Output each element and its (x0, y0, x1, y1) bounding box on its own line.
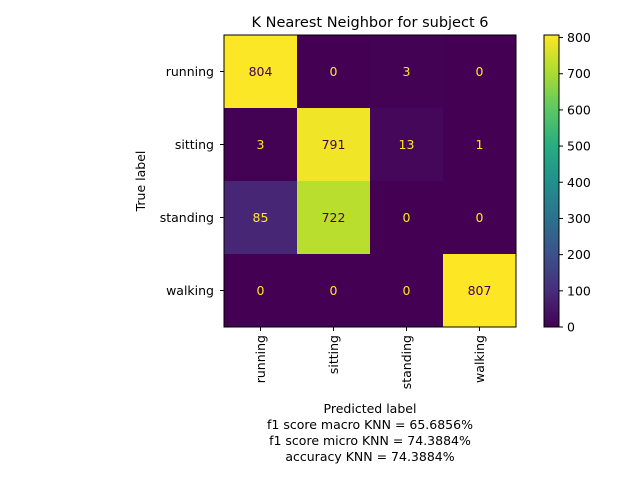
cell-value-label: 804 (249, 64, 273, 79)
heatmap-cell (224, 181, 298, 255)
colorbar-ticks: 0 100 200 300 400 500 600 700 800 (559, 30, 591, 335)
heatmap-cell (443, 254, 517, 328)
heatmap-cell (224, 35, 298, 109)
colorbar-tick-label: 0 (567, 320, 575, 335)
heatmap-cell (443, 108, 517, 182)
heatmap-cell (370, 254, 444, 328)
heatmap-cell (297, 181, 371, 255)
x-axis-ticks: running sitting standing walking (253, 327, 487, 389)
cell-value-labels: 804 0 3 0 3 791 13 1 85 722 0 0 0 0 0 807 (249, 64, 492, 298)
heatmap-cells (224, 35, 517, 328)
cell-value-label: 0 (476, 210, 484, 225)
colorbar-tick-label: 200 (567, 247, 591, 262)
colorbar (543, 34, 560, 328)
x-axis-label: Predicted label (324, 401, 417, 416)
colorbar-tick-label: 100 (567, 283, 591, 298)
x-tick-label: walking (472, 335, 487, 383)
heatmap-cell (370, 35, 444, 109)
metric-accuracy: accuracy KNN = 74.3884% (285, 449, 454, 464)
cell-value-label: 0 (330, 64, 338, 79)
cell-value-label: 0 (403, 283, 411, 298)
y-tick-label: walking (166, 283, 214, 298)
x-tick-label: sitting (326, 335, 341, 374)
heatmap-cell (443, 35, 517, 109)
cell-value-label: 1 (476, 137, 484, 152)
metric-f1-macro: f1 score macro KNN = 65.6856% (267, 417, 473, 432)
cell-value-label: 3 (257, 137, 265, 152)
cell-value-label: 791 (322, 137, 346, 152)
chart-title: K Nearest Neighbor for subject 6 (252, 15, 489, 31)
heatmap-cell (370, 108, 444, 182)
colorbar-tick-label: 700 (567, 66, 591, 81)
cell-value-label: 3 (403, 64, 411, 79)
y-tick-label: standing (160, 210, 214, 225)
cell-value-label: 0 (257, 283, 265, 298)
colorbar-tick-label: 300 (567, 211, 591, 226)
cell-value-label: 0 (403, 210, 411, 225)
x-tick-label: standing (399, 335, 414, 389)
colorbar-tick-label: 500 (567, 139, 591, 154)
metric-f1-micro: f1 score micro KNN = 74.3884% (269, 433, 471, 448)
y-axis-label: True label (133, 151, 148, 213)
heatmap-cell (297, 35, 371, 109)
plot-frame (223, 34, 517, 328)
heatmap-cell (297, 254, 371, 328)
heatmap-cell (224, 254, 298, 328)
heatmap-cell (443, 181, 517, 255)
colorbar-tick-label: 600 (567, 102, 591, 117)
colorbar-tick-label: 400 (567, 175, 591, 190)
heatmap-cell (370, 181, 444, 255)
cell-value-label: 13 (399, 137, 415, 152)
colorbar-tick-label: 800 (567, 30, 591, 45)
heatmap-cell (297, 108, 371, 182)
y-tick-label: running (166, 64, 214, 79)
cell-value-label: 85 (253, 210, 269, 225)
cell-value-label: 0 (476, 64, 484, 79)
cell-value-label: 807 (468, 283, 492, 298)
cell-value-label: 0 (330, 283, 338, 298)
heatmap-cell (224, 108, 298, 182)
x-tick-label: running (253, 335, 268, 383)
y-tick-label: sitting (175, 137, 214, 152)
y-axis-ticks: running sitting standing walking (160, 64, 224, 298)
cell-value-label: 722 (322, 210, 346, 225)
